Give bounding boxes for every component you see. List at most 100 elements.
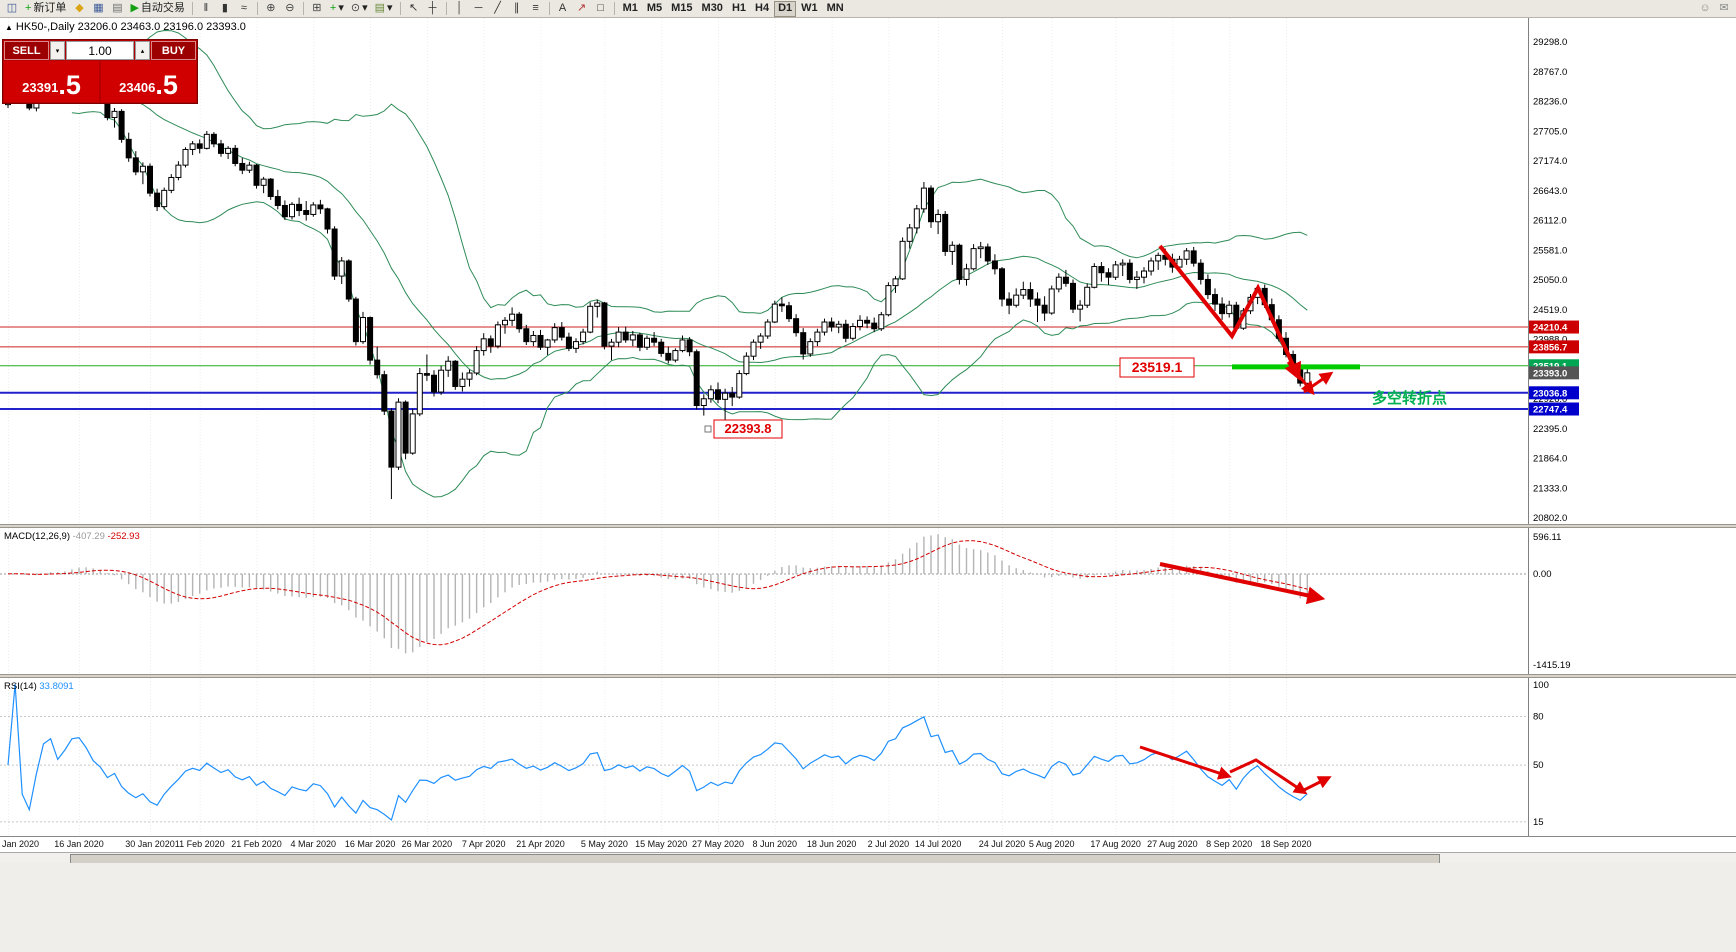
templates-icon-label: ▾ [387,2,393,14]
timeframe-m30-button[interactable]: M30 [698,1,727,17]
candlestick-chart-icon[interactable]: ▮ [216,1,234,17]
timeframes-dropdown-icon-label: ▾ [362,2,368,14]
timeframe-m1-button-label: M1 [622,2,638,14]
time-axis-label: 16 Mar 2020 [344,839,396,849]
svg-text:20802.0: 20802.0 [1533,513,1567,524]
crosshair-icon[interactable]: ┼ [424,1,442,17]
sell-price[interactable]: 23391.5 [4,61,99,102]
time-axis-label: 8 Sep 2020 [1206,839,1253,849]
fibonacci-icon-glyph: ≡ [532,2,539,14]
pane-separator-2[interactable] [0,674,1736,678]
macd-pane-canvas[interactable]: 596.11 0.00 -1415.19 MACD(12,26,9) -407.29 … [0,528,1736,674]
timeframe-m15-button[interactable]: M15 [667,1,696,17]
timeframe-w1-button[interactable]: W1 [797,1,822,17]
bar-chart-icon[interactable]: ‖ [197,1,215,17]
vertical-line-icon[interactable]: │ [451,1,469,17]
buy-price-big: .5 [155,70,178,100]
timeframe-m1-button[interactable]: M1 [619,1,642,17]
fibonacci-icon[interactable]: ≡ [527,1,545,17]
pane-separator-1[interactable] [0,524,1736,528]
templates-icon-glyph: ▤ [374,2,386,14]
line-chart-icon[interactable]: ≈ [235,1,253,17]
volume-down-button[interactable]: ▾ [50,41,65,60]
mail-icon[interactable]: ✉ [1715,1,1733,17]
templates-icon[interactable]: ▤ ▾ [372,1,396,17]
mail-icon-glyph: ✉ [1719,2,1729,14]
volume-input[interactable] [66,41,134,60]
sell-price-small: 23391 [22,80,59,95]
svg-text:28236.0: 28236.0 [1533,97,1567,108]
horizontal-line-icon[interactable]: ─ [470,1,488,17]
toolbar-sep [548,2,550,15]
timeframe-h1-button[interactable]: H1 [728,1,750,17]
channel-icon[interactable]: ∥ [508,1,526,17]
svg-text:21864.0: 21864.0 [1533,454,1567,465]
svg-text:23519.1: 23519.1 [1132,359,1183,375]
timeframe-m5-button[interactable]: M5 [643,1,666,17]
svg-text:100: 100 [1533,680,1549,691]
timeframe-mn-button[interactable]: MN [823,1,848,17]
svg-text:23988.0: 23988.0 [1533,335,1567,346]
svg-text:22395.0: 22395.0 [1533,424,1567,435]
time-axis-label: 8 Jun 2020 [752,839,798,849]
arrows-icon-glyph: ↗ [576,2,587,14]
time-axis-label: 11 Feb 2020 [174,839,225,849]
svg-text:15: 15 [1533,817,1544,828]
time-axis-label: 5 Aug 2020 [1028,839,1075,849]
svg-text:25581.0: 25581.0 [1533,245,1567,256]
horizontal-line-icon-glyph: ─ [474,2,483,14]
timeframe-d1-button-label: D1 [778,2,793,14]
svg-text:多空转折点: 多空转折点 [1372,389,1447,407]
time-axis-label: 24 Jul 2020 [978,839,1026,849]
buy-button[interactable]: BUY [151,41,196,60]
arrows-icon[interactable]: ↗ [573,1,591,17]
auto-trading-button-glyph: ▶ [130,2,139,14]
trendline-icon-glyph: ╱ [494,2,501,14]
sell-button[interactable]: SELL [4,41,49,60]
svg-text:22393.8: 22393.8 [725,421,772,436]
chart-ohlc-line: ▲ HK50-,Daily 23206.0 23463.0 23196.0 233… [5,21,246,33]
chart-window-icon[interactable]: ◫ [3,1,21,17]
svg-text:RSI(14) 33.8091: RSI(14) 33.8091 [4,681,74,692]
trendline-icon[interactable]: ╱ [489,1,507,17]
zoom-out-icon[interactable]: ⊖ [281,1,299,17]
cursor-icon[interactable]: ↖ [405,1,423,17]
favorites-icon[interactable]: ◆ [70,1,88,17]
buy-price[interactable]: 23406.5 [101,61,196,102]
zoom-in-icon[interactable]: ⊕ [262,1,280,17]
indicators-button[interactable]: + ▾ [327,1,347,17]
data-window-icon[interactable]: ▦ [89,1,107,17]
navigator-icon[interactable]: ▤ [108,1,126,17]
navigator-icon-glyph: ▤ [112,2,123,14]
volume-up-button[interactable]: ▴ [135,41,150,60]
svg-text:0.00: 0.00 [1533,569,1552,580]
svg-text:26643.0: 26643.0 [1533,186,1567,197]
svg-text:-1415.19: -1415.19 [1533,660,1571,671]
new-order-button[interactable]: + 新订单 [22,1,69,17]
time-axis-label: 18 Jun 2020 [806,839,857,849]
rsi-pane-canvas[interactable]: 100 80 50 15 RSI(14) 33.8091 [0,678,1736,836]
shapes-icon[interactable]: □ [592,1,610,17]
indicators-button-label: ▾ [338,2,344,14]
collapse-arrow-icon[interactable]: ▲ [5,23,13,32]
price-chart-canvas[interactable]: 23519.1 22393.8 多空转折点 29298.0 28767.0 28236.0… [0,18,1736,524]
toolbar-sep [399,2,401,15]
horizontal-scrollbar[interactable] [0,852,1736,864]
indicators-button-glyph: + [329,2,337,14]
emoticon-icon[interactable]: ☺ [1696,1,1714,17]
timeframe-m15-button-label: M15 [671,2,693,14]
text-icon[interactable]: A [554,1,572,17]
svg-text:50: 50 [1533,760,1544,771]
time-axis[interactable]: Jan 2020 16 Jan 2020 30 Jan 2020 11 Feb 202… [0,836,1736,852]
chart-window-icon-glyph: ◫ [6,2,18,14]
timeframe-d1-button[interactable]: D1 [774,0,797,17]
tile-windows-icon[interactable]: ⊞ [308,1,326,17]
timeframes-dropdown-icon[interactable]: ⊙ ▾ [348,1,371,17]
toolbar-sep [445,2,447,15]
timeframe-h4-button[interactable]: H4 [751,1,773,17]
time-axis-label: 2 Jul 2020 [867,839,910,849]
buy-price-small: 23406 [119,80,156,95]
auto-trading-button[interactable]: ▶ 自动交易 [127,1,187,17]
vertical-line-icon-glyph: │ [456,2,463,14]
svg-text:MACD(12,26,9) -407.29 -252.93: MACD(12,26,9) -407.29 -252.93 [4,531,140,542]
